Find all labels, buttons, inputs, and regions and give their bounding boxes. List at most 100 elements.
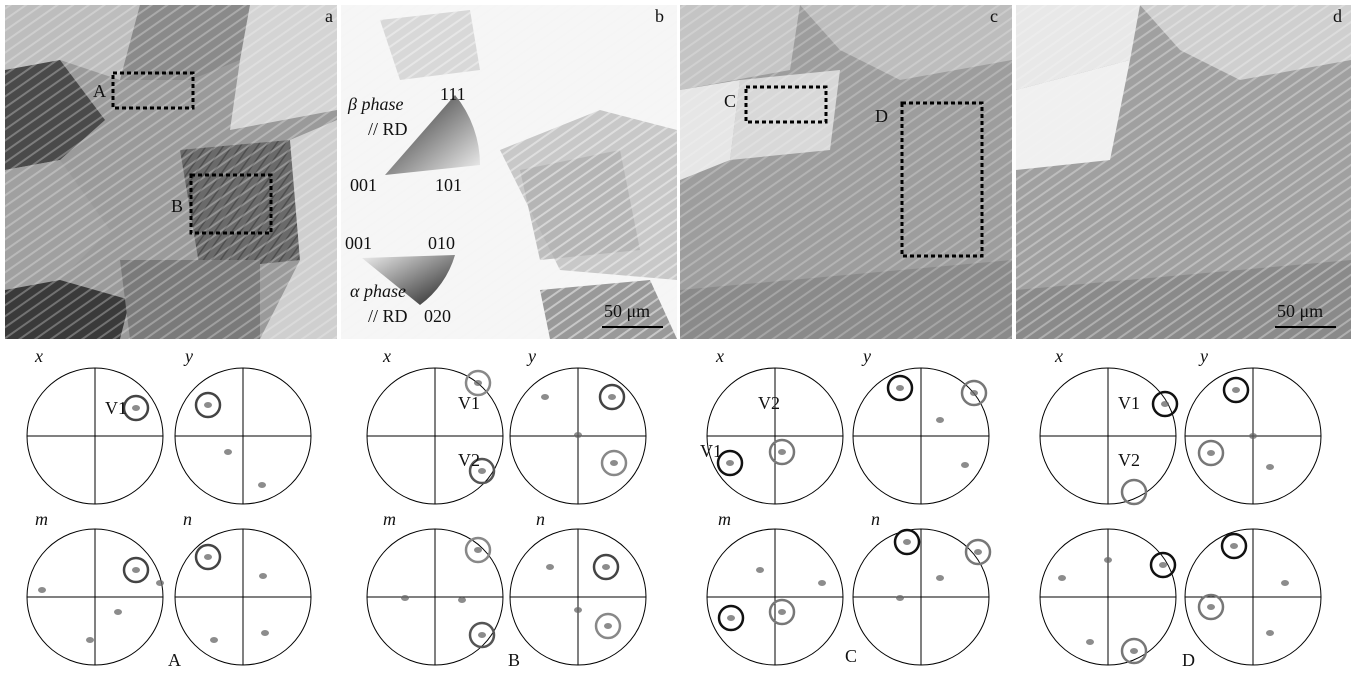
key-pole: 001 [345, 233, 372, 253]
pole-spot [1232, 387, 1240, 393]
plot-label: y [526, 346, 536, 366]
pole-spot [478, 632, 486, 638]
key-phase: β phase [347, 94, 403, 114]
pole-spot [1281, 580, 1289, 586]
pole-spot [936, 575, 944, 581]
pole-spot [1207, 450, 1215, 456]
pole-spot [474, 547, 482, 553]
plot-label: x [382, 346, 391, 366]
pole-spot [961, 462, 969, 468]
panel-label: d [1333, 6, 1342, 26]
micrograph-d [1016, 5, 1351, 339]
pole-spot [1104, 557, 1112, 563]
pole-spot [204, 402, 212, 408]
pole-spot [132, 405, 140, 411]
pole-spot [936, 417, 944, 423]
pole-spot [401, 595, 409, 601]
plot-label: n [871, 509, 880, 529]
variant-label: V1 [700, 441, 722, 461]
key-phase: α phase [350, 281, 406, 301]
pole-spot [896, 595, 904, 601]
pole-spot [210, 637, 218, 643]
variant-label: V2 [1118, 450, 1140, 470]
pole-spot [458, 597, 466, 603]
variant-label: V1 [105, 398, 127, 418]
pole-spot [1230, 543, 1238, 549]
pole-spot [86, 637, 94, 643]
pole-spot [574, 607, 582, 613]
group-label: B [508, 650, 520, 670]
pole-spot [778, 609, 786, 615]
variant-label: V2 [758, 393, 780, 413]
pole-spot [727, 615, 735, 621]
pole-spot [261, 630, 269, 636]
plot-label: m [718, 509, 731, 529]
pole-spot [726, 460, 734, 466]
pole-spot [1266, 464, 1274, 470]
pole-spot [224, 449, 232, 455]
pole-spot [132, 567, 140, 573]
pole-spot [1207, 604, 1215, 610]
box-label: D [875, 106, 888, 126]
pole-spot [974, 549, 982, 555]
plot-label: m [35, 509, 48, 529]
pole-spot [259, 573, 267, 579]
figure: a b c d A B C D 50 μm 50 μm β phase // R… [0, 0, 1356, 677]
pole-spot [1130, 648, 1138, 654]
pole-spot [970, 390, 978, 396]
key-dir: // RD [368, 119, 408, 139]
pole-spot [604, 623, 612, 629]
pole-spot [1161, 401, 1169, 407]
group-label: A [168, 650, 181, 670]
box-label: A [93, 81, 106, 101]
pole-spot [114, 609, 122, 615]
key-pole: 020 [424, 306, 451, 326]
pole-spot [903, 539, 911, 545]
micrograph-a [5, 5, 337, 339]
pole-spot [1266, 630, 1274, 636]
scale-label: 50 μm [1277, 301, 1323, 321]
pole-spot [541, 394, 549, 400]
group-label: D [1182, 650, 1195, 670]
plot-label: n [536, 509, 545, 529]
pole-spot [1058, 575, 1066, 581]
pole-spot [778, 449, 786, 455]
plot-label: y [861, 346, 871, 366]
key-pole: 101 [435, 175, 462, 195]
scale-label: 50 μm [604, 301, 650, 321]
pole-spot [818, 580, 826, 586]
panel-label: a [325, 6, 333, 26]
box-label: C [724, 91, 736, 111]
plot-label: x [1054, 346, 1063, 366]
pole-spot [546, 564, 554, 570]
pole-spot [602, 564, 610, 570]
variant-label: V2 [458, 450, 480, 470]
panel-label: c [990, 6, 998, 26]
key-pole: 001 [350, 175, 377, 195]
plot-label: m [383, 509, 396, 529]
plot-label: x [715, 346, 724, 366]
plot-label: y [183, 346, 193, 366]
pole-spot [1159, 562, 1167, 568]
pole-spot [38, 587, 46, 593]
pole-spot [258, 482, 266, 488]
panel-label: b [655, 6, 664, 26]
pole-spot [1249, 433, 1257, 439]
key-dir: // RD [368, 306, 408, 326]
pole-spot [156, 580, 164, 586]
pole-spot [1086, 639, 1094, 645]
pole-spot [756, 567, 764, 573]
pole-spot [474, 380, 482, 386]
plot-label: y [1198, 346, 1208, 366]
key-pole: 010 [428, 233, 455, 253]
plot-label: x [34, 346, 43, 366]
variant-label: V1 [1118, 393, 1140, 413]
pole-spot [610, 460, 618, 466]
micrograph-c [680, 5, 1012, 339]
pole-spot [896, 385, 904, 391]
plot-label: n [183, 509, 192, 529]
pole-spot [204, 554, 212, 560]
group-label: C [845, 646, 857, 666]
pole-spot [574, 432, 582, 438]
pole-spot [608, 394, 616, 400]
